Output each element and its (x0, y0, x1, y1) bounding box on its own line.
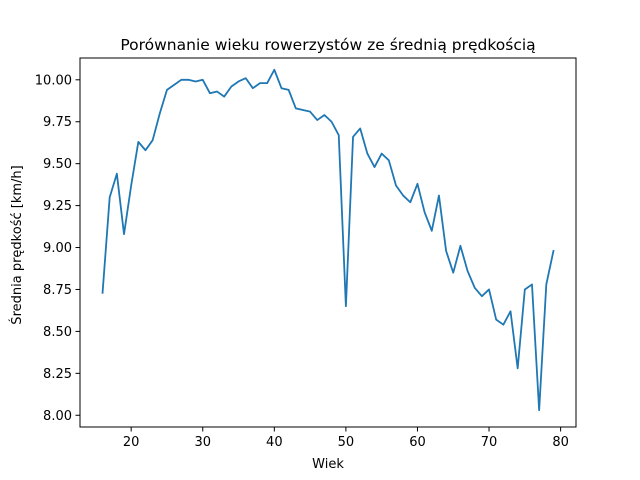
y-tick-label: 8.25 (43, 367, 72, 382)
y-tick-label: 9.50 (43, 157, 72, 172)
y-tick-label: 9.00 (43, 241, 72, 256)
y-tick-label: 9.25 (43, 199, 72, 214)
x-tick-label: 50 (338, 435, 355, 450)
y-tick-label: 8.00 (43, 409, 72, 424)
x-tick-label: 30 (194, 435, 211, 450)
y-tick-label: 8.50 (43, 325, 72, 340)
axes-frame (79, 57, 577, 428)
x-tick-label: 20 (123, 435, 140, 450)
chart-title: Porównanie wieku rowerzystów ze średnią … (120, 36, 535, 54)
x-tick-label: 60 (409, 435, 426, 450)
x-axis-title: Wiek (312, 457, 344, 472)
y-tick-label: 9.75 (43, 115, 72, 130)
x-tick-label: 40 (266, 435, 283, 450)
plot-area: 20 30 40 50 60 70 80 8.00 8.25 8.50 8.75 9.00 9.25 9.… (35, 57, 577, 450)
y-tick-label: 10.00 (35, 73, 72, 88)
x-tick-label: 80 (552, 435, 569, 450)
data-line (101, 68, 555, 412)
y-tick-label: 8.75 (43, 283, 72, 298)
y-axis-title: Średnia prędkość [km/h] (9, 165, 25, 324)
x-tick-label: 70 (481, 435, 498, 450)
